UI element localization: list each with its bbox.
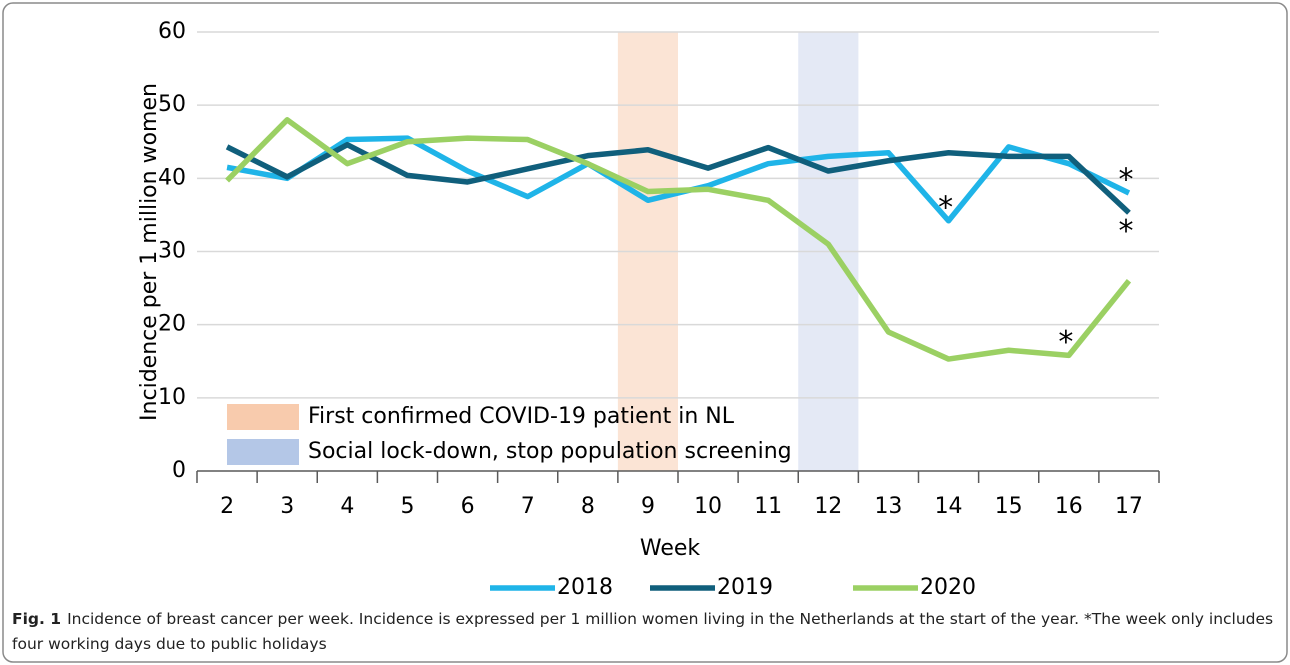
annotation: * bbox=[938, 190, 953, 225]
x-tick-label: 16 bbox=[1055, 494, 1083, 519]
x-tick-label: 15 bbox=[995, 494, 1023, 519]
x-tick-label: 7 bbox=[521, 494, 535, 519]
legend-label: 2020 bbox=[920, 575, 976, 600]
x-tick-label: 13 bbox=[874, 494, 902, 519]
band-legend-swatch bbox=[227, 404, 299, 430]
x-tick-label: 10 bbox=[694, 494, 722, 519]
y-tick-label: 20 bbox=[158, 312, 186, 337]
y-tick-label: 40 bbox=[158, 165, 186, 190]
x-tick-label: 17 bbox=[1115, 494, 1143, 519]
x-tick-label: 11 bbox=[754, 494, 782, 519]
x-tick-label: 8 bbox=[581, 494, 595, 519]
x-tick-label: 2 bbox=[220, 494, 234, 519]
x-tick-label: 14 bbox=[935, 494, 963, 519]
y-tick-label: 50 bbox=[158, 92, 186, 117]
x-tick-label: 5 bbox=[400, 494, 414, 519]
y-tick-label: 0 bbox=[172, 458, 186, 483]
x-tick-label: 12 bbox=[814, 494, 842, 519]
caption-label: Fig. 1 bbox=[12, 610, 62, 628]
series-line bbox=[225, 117, 1132, 362]
y-tick-label: 30 bbox=[158, 239, 186, 264]
x-tick-label: 9 bbox=[641, 494, 655, 519]
legend-label: 2019 bbox=[717, 575, 773, 600]
x-tick-label: 4 bbox=[340, 494, 354, 519]
y-axis-label: Incidence per 1 million women bbox=[137, 83, 162, 421]
x-tick-label: 3 bbox=[280, 494, 294, 519]
x-tick-label: 6 bbox=[461, 494, 475, 519]
x-axis-label: Week bbox=[640, 536, 701, 561]
series-line bbox=[225, 141, 1131, 215]
caption-text: Incidence of breast cancer per week. Inc… bbox=[12, 610, 1274, 653]
y-tick-label: 60 bbox=[158, 19, 186, 44]
band-legend-label: Social lock-down, stop population screen… bbox=[308, 439, 792, 464]
legend-label: 2018 bbox=[557, 575, 613, 600]
band-legend-swatch bbox=[227, 439, 299, 465]
caption: Fig. 1 Incidence of breast cancer per wee… bbox=[12, 607, 1277, 657]
annotation: * bbox=[1058, 325, 1073, 360]
y-tick-label: 10 bbox=[158, 385, 186, 410]
band-legend-label: First confirmed COVID-19 patient in NL bbox=[308, 404, 735, 429]
annotation: * bbox=[1118, 214, 1133, 249]
annotation: * bbox=[1118, 162, 1133, 197]
